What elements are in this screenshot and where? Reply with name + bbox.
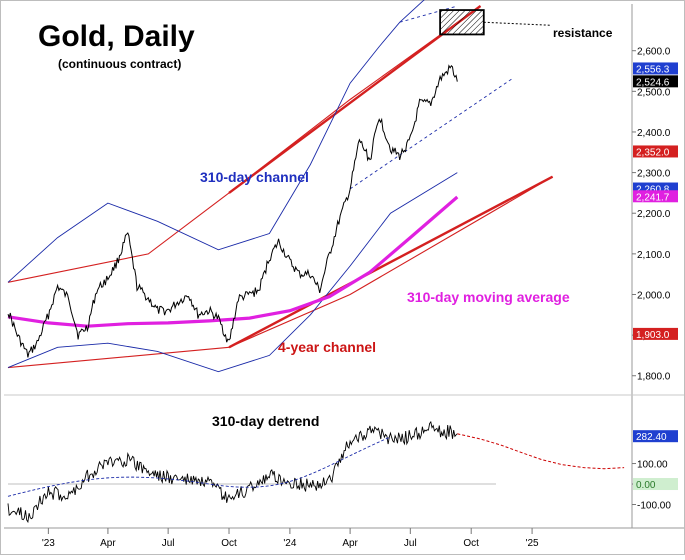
channel-310-lower-line	[7, 172, 458, 373]
annotation-detrend: 310-day detrend	[212, 413, 319, 429]
channel-310-lower-projection	[349, 78, 512, 190]
value-tag-label: 1,903.0	[636, 330, 670, 341]
x-tick-label: Jul	[162, 538, 175, 549]
y-tick-label: 2,500.0	[637, 87, 671, 98]
y-tick-label: 2,100.0	[637, 250, 671, 261]
lower-panel	[7, 420, 625, 524]
value-tag-box	[633, 190, 678, 203]
channel-4yr-lower-line	[7, 176, 553, 369]
zero-tag-box	[633, 478, 678, 491]
y-tick-label: 2,600.0	[637, 47, 671, 58]
bottom-axis: '23 Apr Jul Oct '24 Apr Jul Oct '25	[4, 527, 684, 549]
x-tick-label: Oct	[463, 538, 479, 549]
zero-tag-label: 0.00	[636, 480, 656, 491]
zero-tag: 0.00	[633, 478, 678, 491]
x-tick-label: Apr	[100, 538, 116, 549]
value-tag: 1,903.0	[633, 327, 678, 341]
annotation-310-day-channel: 310-day channel	[200, 169, 309, 185]
y-tick-label: 2,400.0	[637, 128, 671, 139]
resistance-box	[439, 9, 485, 36]
value-tag-label: 2,260.8	[636, 185, 670, 196]
value-tag-box	[633, 327, 678, 340]
x-tick-label: '23	[42, 538, 55, 549]
resistance-leader	[483, 21, 551, 26]
value-tag-lower-box	[633, 430, 678, 443]
value-tag: 2,352.0	[633, 145, 678, 158]
projection-line	[457, 433, 625, 470]
trendline-lower	[228, 175, 554, 349]
detrend-line	[7, 420, 458, 524]
value-tag-box	[633, 62, 678, 75]
x-tick-label: '24	[283, 538, 296, 549]
value-tag-label: 2,556.3	[636, 64, 670, 75]
x-tick-label: Jul	[404, 538, 417, 549]
value-tag-label: 2,352.0	[636, 147, 670, 158]
value-tag-label: 2,524.6	[636, 77, 670, 88]
right-axis: 1,800.01,900.02,000.02,100.02,200.02,300…	[4, 4, 684, 528]
y-tick-label: 2,300.0	[637, 169, 671, 180]
y-tick-label-lower: -100.00	[637, 501, 671, 512]
x-tick-label: '25	[526, 538, 539, 549]
annotation-moving-average: 310-day moving average	[407, 289, 570, 305]
moving-average-line	[7, 195, 459, 328]
value-tag-box	[633, 145, 678, 158]
x-tick-label: Apr	[342, 538, 358, 549]
value-tag: 2,524.6	[633, 75, 678, 88]
y-tick-label-lower: 100.00	[637, 460, 668, 471]
y-tick-label: 2,200.0	[637, 209, 671, 220]
value-tag-box	[633, 75, 678, 88]
y-tick-label: 1,800.0	[637, 372, 671, 383]
value-tag-label: 2,241.7	[636, 192, 670, 203]
x-tick-label: Oct	[221, 538, 237, 549]
channel-310-upper-line	[7, 0, 425, 283]
price-line	[7, 64, 458, 358]
chart-subtitle: (continuous contract)	[58, 57, 181, 71]
trendline-upper	[228, 5, 482, 194]
value-tag: 2,241.7	[633, 190, 678, 203]
y-tick-label: 2,000.0	[637, 290, 671, 301]
chart-title: Gold, Daily	[38, 20, 195, 53]
annotation-4-year-channel: 4-year channel	[278, 339, 376, 355]
value-tag: 2,556.3	[633, 62, 678, 75]
upper-panel	[7, 0, 554, 373]
value-tag-lower-label: 282.40	[636, 432, 667, 443]
value-tag-lower: 282.40	[633, 430, 678, 443]
detrend-trend-line	[7, 436, 391, 497]
channel-310-upper-projection	[399, 5, 458, 23]
channel-4yr-upper-line	[7, 5, 481, 283]
annotation-resistance: resistance	[553, 26, 613, 40]
